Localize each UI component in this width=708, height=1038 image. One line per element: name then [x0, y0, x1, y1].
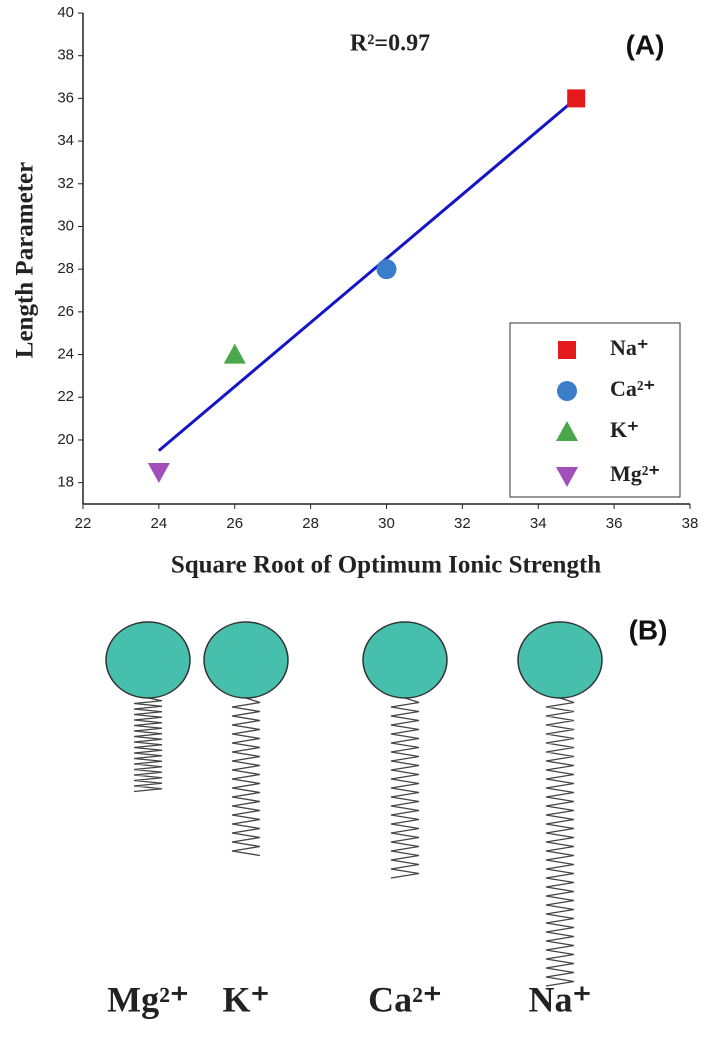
x-tick-label: 22: [75, 515, 92, 532]
head: [203, 621, 289, 699]
panel-label: (B): [629, 614, 668, 645]
legend-marker: [556, 421, 578, 441]
data-point: [223, 343, 246, 364]
legend-marker: [556, 467, 578, 487]
fit-line: [157, 97, 578, 452]
legend-marker: [557, 381, 577, 401]
x-tick-label: 26: [226, 515, 243, 532]
ion-label: Ca²⁺: [368, 979, 442, 1019]
x-tick-label: 28: [302, 515, 319, 532]
y-tick-label: 20: [57, 431, 74, 448]
y-tick-label: 24: [57, 346, 74, 363]
y-tick-label: 28: [57, 260, 74, 277]
head: [517, 621, 603, 699]
spring: [133, 697, 163, 793]
spring: [231, 697, 261, 857]
legend-label: Ca²⁺: [610, 376, 655, 401]
spring: [545, 697, 575, 987]
y-tick-label: 26: [57, 303, 74, 320]
legend-label: Na⁺: [610, 335, 649, 360]
ion-label: Na⁺: [529, 979, 592, 1019]
legend-label: Mg²⁺: [610, 461, 660, 486]
spring: [390, 697, 420, 879]
y-tick-label: 18: [57, 474, 74, 491]
ion-label: Mg²⁺: [107, 979, 189, 1019]
x-tick-label: 24: [151, 515, 168, 532]
x-tick-label: 30: [378, 515, 395, 532]
y-tick-label: 40: [57, 4, 74, 21]
x-tick-label: 34: [530, 515, 547, 532]
head: [362, 621, 448, 699]
y-axis-label: Length Parameter: [12, 162, 39, 358]
y-tick-label: 30: [57, 217, 74, 234]
y-tick-label: 38: [57, 47, 74, 64]
y-tick-label: 32: [57, 175, 74, 192]
legend-marker: [558, 341, 576, 359]
ion-label: K⁺: [222, 979, 269, 1019]
data-point: [376, 259, 397, 280]
legend-box: [509, 322, 681, 498]
y-tick-label: 34: [57, 132, 74, 149]
x-axis-label: Square Root of Optimum Ionic Strength: [171, 552, 601, 579]
x-tick-label: 32: [454, 515, 471, 532]
legend-label: K⁺: [610, 417, 639, 442]
annotation: R²=0.97: [350, 31, 430, 57]
x-tick-label: 36: [606, 515, 623, 532]
y-tick-label: 36: [57, 89, 74, 106]
panel-label: (A): [626, 29, 665, 60]
y-tick-label: 22: [57, 388, 74, 405]
head: [105, 621, 191, 699]
data-point: [567, 89, 586, 108]
x-tick-label: 38: [682, 515, 699, 532]
data-point: [147, 462, 170, 483]
